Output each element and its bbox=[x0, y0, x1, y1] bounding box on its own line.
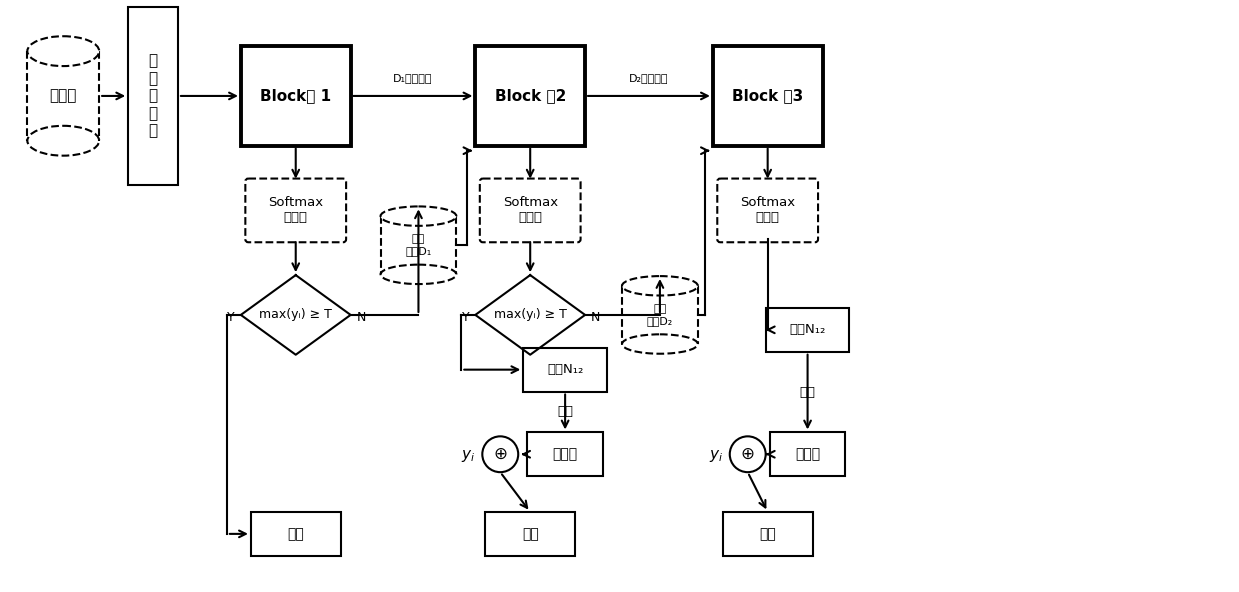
Text: Y: Y bbox=[462, 311, 470, 324]
Bar bbox=[766, 308, 850, 352]
Text: Softmax
分类器: Softmax 分类器 bbox=[740, 197, 795, 224]
Ellipse shape bbox=[27, 126, 99, 156]
Text: 标签: 标签 bbox=[522, 527, 539, 541]
Text: 第
一
卷
积
层: 第 一 卷 积 层 bbox=[149, 54, 157, 139]
FancyBboxPatch shape bbox=[479, 179, 581, 242]
Polygon shape bbox=[27, 51, 99, 141]
Text: 样本N₁₂: 样本N₁₂ bbox=[789, 323, 825, 336]
Text: 丰度图: 丰度图 bbox=[795, 447, 820, 461]
Text: Y: Y bbox=[227, 311, 235, 324]
Text: Softmax
分类器: Softmax 分类器 bbox=[268, 197, 323, 224]
Text: $y_i$: $y_i$ bbox=[461, 448, 476, 464]
Ellipse shape bbox=[622, 276, 698, 295]
Polygon shape bbox=[380, 216, 456, 274]
Text: 解混: 解混 bbox=[799, 385, 815, 398]
Ellipse shape bbox=[622, 334, 698, 354]
Ellipse shape bbox=[380, 207, 456, 226]
Text: max(yᵢ) ≥ T: max(yᵢ) ≥ T bbox=[494, 308, 566, 321]
Bar bbox=[523, 348, 607, 391]
Bar bbox=[712, 46, 823, 146]
Bar bbox=[528, 432, 603, 476]
Ellipse shape bbox=[27, 36, 99, 66]
FancyBboxPatch shape bbox=[717, 179, 818, 242]
Ellipse shape bbox=[380, 265, 456, 284]
Bar bbox=[476, 46, 585, 146]
Text: N: N bbox=[357, 311, 366, 324]
Text: ⊕: ⊕ bbox=[741, 445, 755, 464]
Text: 难分
样本D₂: 难分 样本D₂ bbox=[647, 304, 673, 326]
Text: Block 块3: Block 块3 bbox=[732, 88, 803, 104]
Bar bbox=[250, 512, 341, 556]
Text: ⊕: ⊕ bbox=[493, 445, 507, 464]
Bar bbox=[769, 432, 845, 476]
Text: $y_i$: $y_i$ bbox=[709, 448, 722, 464]
Circle shape bbox=[730, 436, 766, 472]
Text: Block块 1: Block块 1 bbox=[260, 88, 331, 104]
Polygon shape bbox=[240, 275, 351, 355]
Text: 解混: 解混 bbox=[558, 406, 574, 419]
Text: N: N bbox=[591, 311, 601, 324]
Text: max(yᵢ) ≥ T: max(yᵢ) ≥ T bbox=[259, 308, 332, 321]
Text: D₁的特征图: D₁的特征图 bbox=[393, 73, 432, 83]
Text: Softmax
分类器: Softmax 分类器 bbox=[503, 197, 558, 224]
Text: 样本集: 样本集 bbox=[50, 88, 77, 104]
Text: 样本N₁₂: 样本N₁₂ bbox=[546, 363, 584, 376]
Polygon shape bbox=[476, 275, 585, 355]
Bar bbox=[486, 512, 575, 556]
Circle shape bbox=[482, 436, 518, 472]
Bar bbox=[240, 46, 351, 146]
Bar bbox=[128, 7, 178, 185]
Polygon shape bbox=[622, 286, 698, 344]
Text: 标签: 标签 bbox=[760, 527, 776, 541]
Text: 标签: 标签 bbox=[287, 527, 304, 541]
Text: 丰度图: 丰度图 bbox=[553, 447, 577, 461]
Bar bbox=[722, 512, 813, 556]
Text: D₂的特征图: D₂的特征图 bbox=[629, 73, 669, 83]
Text: Block 块2: Block 块2 bbox=[494, 88, 566, 104]
FancyBboxPatch shape bbox=[245, 179, 346, 242]
Text: 难分
样本D₁: 难分 样本D₁ bbox=[405, 234, 431, 256]
